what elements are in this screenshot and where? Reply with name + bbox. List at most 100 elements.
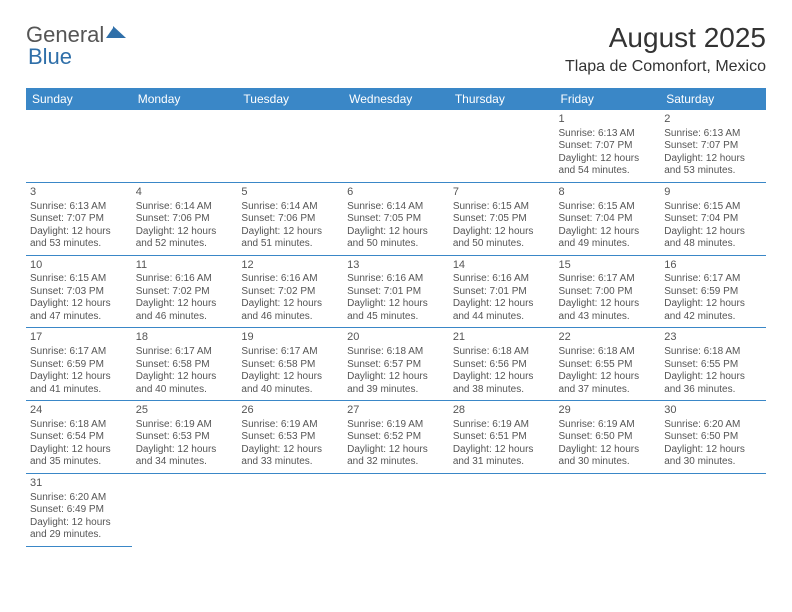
- calendar-day-cell: 20Sunrise: 6:18 AMSunset: 6:57 PMDayligh…: [343, 328, 449, 401]
- day-number: 7: [453, 186, 551, 200]
- calendar-day-cell: 31Sunrise: 6:20 AMSunset: 6:49 PMDayligh…: [26, 473, 132, 546]
- day-info: Sunrise: 6:16 AMSunset: 7:02 PMDaylight:…: [241, 273, 339, 323]
- calendar-row: 17Sunrise: 6:17 AMSunset: 6:59 PMDayligh…: [26, 328, 766, 401]
- day-number: 28: [453, 404, 551, 418]
- day-info: Sunrise: 6:13 AMSunset: 7:07 PMDaylight:…: [30, 201, 128, 251]
- calendar-day-cell: 5Sunrise: 6:14 AMSunset: 7:06 PMDaylight…: [237, 182, 343, 255]
- day-number: 1: [559, 113, 657, 127]
- weekday-header: Sunday: [26, 88, 132, 110]
- day-info: Sunrise: 6:17 AMSunset: 6:59 PMDaylight:…: [664, 273, 762, 323]
- calendar-day-cell: 3Sunrise: 6:13 AMSunset: 7:07 PMDaylight…: [26, 182, 132, 255]
- day-number: 3: [30, 186, 128, 200]
- calendar-empty-cell: [660, 473, 766, 546]
- day-number: 29: [559, 404, 657, 418]
- logo-flag-icon: [106, 22, 128, 48]
- calendar-day-cell: 21Sunrise: 6:18 AMSunset: 6:56 PMDayligh…: [449, 328, 555, 401]
- day-info: Sunrise: 6:19 AMSunset: 6:50 PMDaylight:…: [559, 419, 657, 469]
- calendar-day-cell: 11Sunrise: 6:16 AMSunset: 7:02 PMDayligh…: [132, 255, 238, 328]
- day-info: Sunrise: 6:19 AMSunset: 6:51 PMDaylight:…: [453, 419, 551, 469]
- day-info: Sunrise: 6:16 AMSunset: 7:01 PMDaylight:…: [347, 273, 445, 323]
- title-block: August 2025 Tlapa de Comonfort, Mexico: [565, 22, 766, 76]
- day-info: Sunrise: 6:17 AMSunset: 7:00 PMDaylight:…: [559, 273, 657, 323]
- weekday-header: Monday: [132, 88, 238, 110]
- day-number: 18: [136, 331, 234, 345]
- day-info: Sunrise: 6:16 AMSunset: 7:01 PMDaylight:…: [453, 273, 551, 323]
- day-info: Sunrise: 6:13 AMSunset: 7:07 PMDaylight:…: [559, 128, 657, 178]
- calendar-day-cell: 10Sunrise: 6:15 AMSunset: 7:03 PMDayligh…: [26, 255, 132, 328]
- day-number: 27: [347, 404, 445, 418]
- day-number: 11: [136, 259, 234, 273]
- calendar-day-cell: 22Sunrise: 6:18 AMSunset: 6:55 PMDayligh…: [555, 328, 661, 401]
- calendar-day-cell: 19Sunrise: 6:17 AMSunset: 6:58 PMDayligh…: [237, 328, 343, 401]
- calendar-empty-cell: [132, 110, 238, 182]
- location: Tlapa de Comonfort, Mexico: [565, 58, 766, 76]
- calendar-day-cell: 13Sunrise: 6:16 AMSunset: 7:01 PMDayligh…: [343, 255, 449, 328]
- day-info: Sunrise: 6:20 AMSunset: 6:49 PMDaylight:…: [30, 492, 128, 542]
- weekday-header: Thursday: [449, 88, 555, 110]
- day-info: Sunrise: 6:19 AMSunset: 6:53 PMDaylight:…: [136, 419, 234, 469]
- day-number: 30: [664, 404, 762, 418]
- day-number: 14: [453, 259, 551, 273]
- calendar-day-cell: 25Sunrise: 6:19 AMSunset: 6:53 PMDayligh…: [132, 401, 238, 474]
- day-info: Sunrise: 6:15 AMSunset: 7:04 PMDaylight:…: [559, 201, 657, 251]
- calendar-day-cell: 28Sunrise: 6:19 AMSunset: 6:51 PMDayligh…: [449, 401, 555, 474]
- calendar-empty-cell: [237, 473, 343, 546]
- calendar-empty-cell: [555, 473, 661, 546]
- calendar-day-cell: 2Sunrise: 6:13 AMSunset: 7:07 PMDaylight…: [660, 110, 766, 182]
- calendar-day-cell: 4Sunrise: 6:14 AMSunset: 7:06 PMDaylight…: [132, 182, 238, 255]
- calendar-day-cell: 14Sunrise: 6:16 AMSunset: 7:01 PMDayligh…: [449, 255, 555, 328]
- day-number: 19: [241, 331, 339, 345]
- weekday-header: Tuesday: [237, 88, 343, 110]
- day-info: Sunrise: 6:18 AMSunset: 6:55 PMDaylight:…: [559, 346, 657, 396]
- calendar-day-cell: 16Sunrise: 6:17 AMSunset: 6:59 PMDayligh…: [660, 255, 766, 328]
- weekday-header: Wednesday: [343, 88, 449, 110]
- day-info: Sunrise: 6:18 AMSunset: 6:57 PMDaylight:…: [347, 346, 445, 396]
- calendar-day-cell: 29Sunrise: 6:19 AMSunset: 6:50 PMDayligh…: [555, 401, 661, 474]
- calendar-row: 10Sunrise: 6:15 AMSunset: 7:03 PMDayligh…: [26, 255, 766, 328]
- calendar-day-cell: 23Sunrise: 6:18 AMSunset: 6:55 PMDayligh…: [660, 328, 766, 401]
- day-info: Sunrise: 6:15 AMSunset: 7:04 PMDaylight:…: [664, 201, 762, 251]
- day-number: 4: [136, 186, 234, 200]
- calendar-row: 1Sunrise: 6:13 AMSunset: 7:07 PMDaylight…: [26, 110, 766, 182]
- day-number: 16: [664, 259, 762, 273]
- calendar-empty-cell: [26, 110, 132, 182]
- calendar-day-cell: 7Sunrise: 6:15 AMSunset: 7:05 PMDaylight…: [449, 182, 555, 255]
- calendar-day-cell: 24Sunrise: 6:18 AMSunset: 6:54 PMDayligh…: [26, 401, 132, 474]
- day-info: Sunrise: 6:16 AMSunset: 7:02 PMDaylight:…: [136, 273, 234, 323]
- day-info: Sunrise: 6:14 AMSunset: 7:06 PMDaylight:…: [241, 201, 339, 251]
- calendar-header-row: SundayMondayTuesdayWednesdayThursdayFrid…: [26, 88, 766, 110]
- day-number: 31: [30, 477, 128, 491]
- calendar-day-cell: 15Sunrise: 6:17 AMSunset: 7:00 PMDayligh…: [555, 255, 661, 328]
- day-number: 26: [241, 404, 339, 418]
- calendar-row: 31Sunrise: 6:20 AMSunset: 6:49 PMDayligh…: [26, 473, 766, 546]
- day-number: 15: [559, 259, 657, 273]
- calendar-day-cell: 17Sunrise: 6:17 AMSunset: 6:59 PMDayligh…: [26, 328, 132, 401]
- day-info: Sunrise: 6:19 AMSunset: 6:52 PMDaylight:…: [347, 419, 445, 469]
- calendar-empty-cell: [343, 473, 449, 546]
- day-number: 24: [30, 404, 128, 418]
- day-number: 13: [347, 259, 445, 273]
- day-number: 8: [559, 186, 657, 200]
- day-number: 2: [664, 113, 762, 127]
- day-info: Sunrise: 6:17 AMSunset: 6:59 PMDaylight:…: [30, 346, 128, 396]
- logo-text-blue: Blue: [28, 44, 72, 70]
- logo-blue-line: Blue: [28, 44, 72, 70]
- page-title: August 2025: [565, 22, 766, 54]
- day-number: 10: [30, 259, 128, 273]
- calendar-row: 24Sunrise: 6:18 AMSunset: 6:54 PMDayligh…: [26, 401, 766, 474]
- calendar-day-cell: 12Sunrise: 6:16 AMSunset: 7:02 PMDayligh…: [237, 255, 343, 328]
- day-number: 9: [664, 186, 762, 200]
- day-info: Sunrise: 6:15 AMSunset: 7:03 PMDaylight:…: [30, 273, 128, 323]
- day-number: 25: [136, 404, 234, 418]
- day-info: Sunrise: 6:14 AMSunset: 7:05 PMDaylight:…: [347, 201, 445, 251]
- calendar-day-cell: 26Sunrise: 6:19 AMSunset: 6:53 PMDayligh…: [237, 401, 343, 474]
- day-number: 5: [241, 186, 339, 200]
- day-number: 6: [347, 186, 445, 200]
- calendar-empty-cell: [237, 110, 343, 182]
- day-number: 22: [559, 331, 657, 345]
- day-info: Sunrise: 6:20 AMSunset: 6:50 PMDaylight:…: [664, 419, 762, 469]
- calendar-row: 3Sunrise: 6:13 AMSunset: 7:07 PMDaylight…: [26, 182, 766, 255]
- day-info: Sunrise: 6:19 AMSunset: 6:53 PMDaylight:…: [241, 419, 339, 469]
- day-info: Sunrise: 6:17 AMSunset: 6:58 PMDaylight:…: [241, 346, 339, 396]
- day-info: Sunrise: 6:18 AMSunset: 6:54 PMDaylight:…: [30, 419, 128, 469]
